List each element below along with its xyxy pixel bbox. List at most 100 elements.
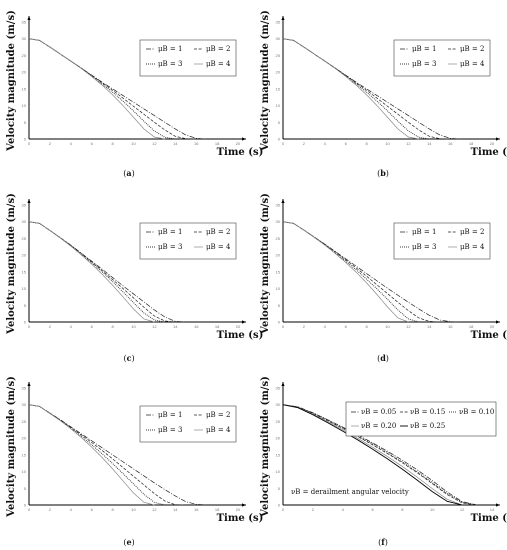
legend-label: μB = 3 [158,426,182,434]
caption-f: (f) [378,537,388,547]
legend-b: μB = 1 μB = 2 μB = 3 μB = 4 [393,39,491,77]
x-tick-label: 20 [236,324,241,329]
series-line-4 [28,38,165,140]
legend-label: νB = 0.25 [410,422,445,430]
y-axis-label: Velocity magnitude (m/s) [260,376,271,518]
y-tick-label: 25 [22,236,27,241]
x-tick-label: 12 [152,141,157,146]
y-tick-label: 5 [278,303,281,308]
x-tick-label: 18 [215,324,220,329]
series-line-4 [282,404,463,506]
series-line-3 [28,38,176,140]
x-axis-arrow-icon [496,320,500,324]
y-tick-label: 20 [276,253,281,258]
legend-label: μB = 4 [460,243,485,251]
chart-svg-a: 0 2 4 6 8 10 12 14 16 18 20 0 5 10 15 20 25 30 35 Velocity … [6,10,263,158]
legend-label: νB = 0.10 [459,408,494,416]
chart-svg-b: 0 2 4 6 8 10 12 14 16 18 20 0 5 10 15 20 25 30 35 Velocity … [260,10,507,158]
x-tick-label: 16 [448,141,453,146]
legend-d: μB = 1 μB = 2 μB = 3 μB = 4 [393,222,491,260]
x-tick-label: 2 [312,507,315,512]
x-tick-label: 14 [173,507,178,512]
y-axis-arrow-icon [27,199,31,203]
axes-f: 0 2 4 6 8 10 12 14 0 5 10 15 20 25 30 35 [276,382,500,512]
x-tick-label: 8 [111,324,114,329]
y-tick-label: 0 [278,503,281,508]
x-tick-label: 20 [490,324,495,329]
y-tick-label: 25 [22,419,27,424]
legend-label: μB = 1 [158,411,182,419]
legend-label: μB = 3 [158,60,182,68]
legend-label: νB = 0.20 [361,422,396,430]
x-tick-label: 16 [194,324,199,329]
x-axis-arrow-icon [496,137,500,141]
legend-label: μB = 4 [206,60,231,68]
legend-label: μB = 1 [412,228,436,236]
series-line-4 [282,221,409,323]
y-tick-label: 10 [22,469,27,474]
y-tick-label: 30 [22,36,27,41]
y-tick-label: 10 [22,103,27,108]
series-group-f [282,404,478,506]
legend-label: μB = 4 [206,426,231,434]
chart-panel-d: 0 2 4 6 8 10 12 14 16 18 20 0 5 10 15 20 25 30 35 Velocity … [254,183,507,366]
y-tick-label: 15 [276,86,281,91]
legend-box [345,401,497,437]
legend-box [139,405,237,443]
series-line-2 [28,404,186,506]
axes-a: 0 2 4 6 8 10 12 14 16 18 20 0 5 10 15 20 25 30 35 [22,16,246,146]
series-group-b [282,38,461,140]
legend-label: μB = 3 [158,243,182,251]
y-tick-label: 30 [276,219,281,224]
legend-label: μB = 4 [460,60,485,68]
x-axis-arrow-icon [242,137,246,141]
y-axis-label: Velocity magnitude (m/s) [6,10,17,152]
y-tick-label: 35 [276,386,281,391]
y-tick-label: 0 [278,320,281,325]
y-tick-label: 25 [276,419,281,424]
series-line-1 [282,38,461,140]
series-group-a [28,38,207,140]
caption-a: (a) [123,168,135,178]
y-tick-label: 15 [276,452,281,457]
y-tick-label: 0 [278,137,281,142]
x-tick-label: 10 [385,141,390,146]
x-tick-label: 0 [282,507,285,512]
x-tick-label: 14 [173,141,178,146]
y-tick-label: 0 [24,137,27,142]
x-tick-label: 8 [401,507,404,512]
y-tick-label: 10 [276,103,281,108]
x-tick-label: 18 [215,141,220,146]
series-group-d [282,221,461,323]
y-tick-label: 5 [278,120,281,125]
y-tick-label: 30 [22,402,27,407]
y-tick-label: 30 [276,36,281,41]
legend-label: νB = 0.05 [361,408,396,416]
series-line-5 [282,404,463,506]
series-line-1 [282,221,461,323]
x-tick-label: 4 [342,507,345,512]
series-line-3 [282,221,419,323]
chart-panel-b: 0 2 4 6 8 10 12 14 16 18 20 0 5 10 15 20 25 30 35 Velocity … [254,0,507,183]
x-tick-label: 10 [430,507,435,512]
legend-f: νB = 0.05 νB = 0.15 νB = 0.10 νB = 0.20 νB =… [345,401,497,437]
y-tick-label: 35 [276,203,281,208]
x-axis-arrow-icon [496,503,500,507]
x-tick-label: 2 [303,141,306,146]
y-axis-label: Velocity magnitude (m/s) [260,193,271,335]
x-tick-label: 12 [406,324,411,329]
y-axis-arrow-icon [281,199,285,203]
legend-box [139,39,237,77]
legend-label: μB = 2 [206,411,230,419]
x-tick-label: 20 [490,141,495,146]
x-tick-label: 4 [70,507,73,512]
annotation-text: νB = derailment angular velocity [291,488,409,496]
legend-box [139,222,237,260]
series-line-2 [28,38,197,140]
y-tick-label: 15 [22,269,27,274]
y-tick-label: 25 [276,53,281,58]
y-tick-label: 15 [276,269,281,274]
y-tick-label: 0 [24,503,27,508]
y-tick-label: 5 [24,303,27,308]
legend-label: μB = 2 [206,45,230,53]
